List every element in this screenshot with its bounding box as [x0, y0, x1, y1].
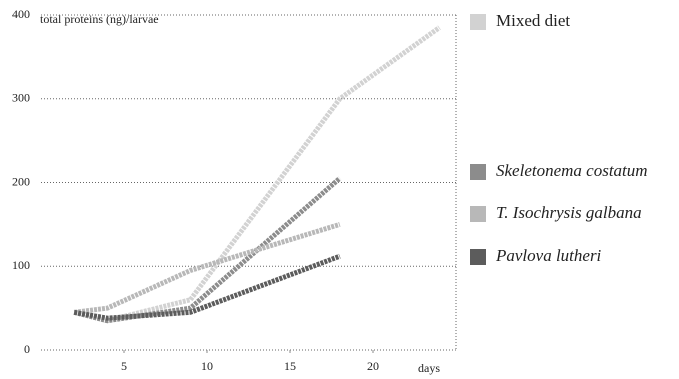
series-line [74, 28, 439, 321]
x-tick-label: 10 [201, 359, 213, 373]
series-line [74, 178, 340, 320]
x-axis-label: days [418, 361, 440, 375]
legend-label: T. Isochrysis galbana [496, 203, 642, 222]
y-tick-label: 400 [12, 7, 30, 21]
legend-swatch [470, 164, 486, 180]
x-tick-label: 5 [121, 359, 127, 373]
legend-swatch [470, 249, 486, 265]
y-tick-label: 200 [12, 174, 30, 188]
legend-label: Skeletonema costatum [496, 161, 648, 180]
legend-swatch [470, 206, 486, 222]
x-tick-label: 20 [367, 359, 379, 373]
chart: total proteins (ng)/larvae days 0 100 200 3… [0, 0, 679, 379]
y-axis-label: total proteins (ng)/larvae [40, 12, 159, 26]
x-tick-label: 15 [284, 359, 296, 373]
series-line [74, 224, 340, 312]
legend-label: Mixed diet [496, 11, 570, 30]
legend-label: Pavlova lutheri [495, 246, 602, 265]
y-tick-label: 300 [12, 91, 30, 105]
y-tick-label: 100 [12, 258, 30, 272]
y-tick-label: 0 [24, 342, 30, 356]
legend-swatch [470, 14, 486, 30]
